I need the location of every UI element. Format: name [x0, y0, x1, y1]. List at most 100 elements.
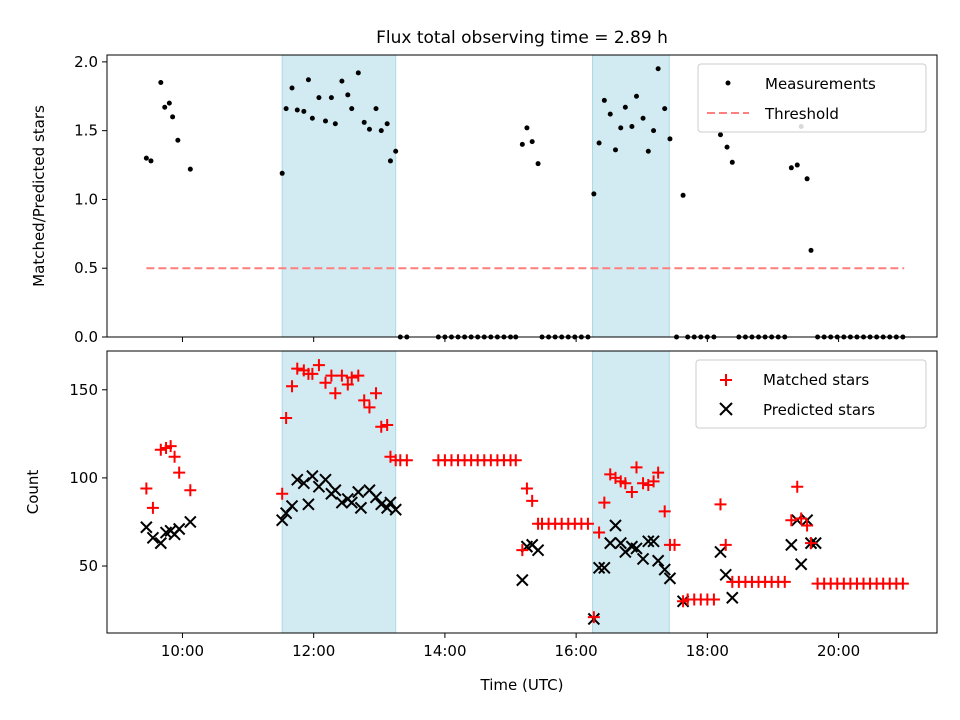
matched-point-2 — [154, 443, 167, 456]
predicted-point-33 — [531, 543, 545, 557]
predicted-point-16 — [319, 473, 332, 486]
measurement-point-3 — [162, 104, 168, 110]
matched-point-78 — [707, 593, 720, 606]
top-y-axis: 0.0 0.5 1.0 1.5 2.0 — [74, 53, 107, 346]
measurement-point-48 — [535, 161, 541, 167]
matched-point-79 — [714, 498, 727, 511]
measurement-point-14 — [309, 115, 315, 121]
top-y-tick-label-1: 0.5 — [74, 259, 98, 277]
x-tick-label-1: 12:00 — [292, 642, 335, 660]
measurement-point-81 — [729, 159, 735, 165]
measurement-point-59 — [601, 97, 607, 103]
top-y-tick-label-2: 1.0 — [74, 190, 98, 208]
matched-point-18 — [329, 387, 342, 400]
matched-point-63 — [619, 477, 632, 490]
matched-point-44 — [509, 454, 522, 467]
matched-point-59 — [598, 496, 611, 509]
predicted-point-10 — [285, 499, 299, 513]
predicted-point-38 — [609, 519, 622, 532]
measurement-point-68 — [651, 128, 657, 134]
matched-point-19 — [335, 369, 348, 382]
measurement-point-17 — [328, 95, 334, 101]
shaded-interval-1 — [592, 54, 670, 338]
measurement-point-80 — [724, 144, 730, 150]
predicted-point-35 — [592, 561, 606, 574]
predicted-point-48 — [663, 572, 677, 585]
measurement-point-61 — [612, 147, 618, 153]
measurement-point-65 — [633, 93, 639, 99]
predicted-point-14 — [306, 469, 319, 483]
matched-point-108 — [896, 577, 909, 590]
measurement-point-7 — [187, 166, 193, 172]
measurement-point-69 — [655, 66, 661, 72]
matched-point-58 — [593, 526, 606, 539]
predicted-point-11 — [291, 473, 304, 486]
predicted-point-53 — [785, 538, 798, 552]
predicted-point-13 — [302, 498, 315, 511]
predicted-point-50 — [714, 545, 727, 559]
measurement-point-25 — [373, 106, 379, 112]
measurement-point-12 — [301, 108, 307, 114]
matched-point-94 — [805, 537, 818, 550]
matched-point-23 — [358, 394, 371, 407]
predicted-point-12 — [297, 476, 311, 490]
matched-point-24 — [363, 401, 376, 414]
measurement-point-18 — [332, 121, 338, 127]
matched-point-5 — [168, 450, 181, 463]
matched-point-47 — [526, 494, 539, 507]
measurement-point-94 — [808, 247, 814, 253]
measurement-point-5 — [170, 114, 176, 120]
bottom-plot-frame — [106, 350, 938, 634]
matched-point-72 — [668, 538, 681, 551]
legend-matched-label: Matched stars — [763, 371, 869, 389]
measurement-point-28 — [387, 158, 393, 164]
measurement-point-26 — [378, 128, 384, 134]
legend-predicted-label: Predicted stars — [763, 401, 875, 419]
predicted-point-25 — [369, 491, 383, 504]
matched-point-7 — [184, 484, 197, 497]
matched-point-15 — [312, 359, 325, 372]
matched-point-8 — [276, 487, 289, 500]
predicted-point-55 — [794, 558, 808, 571]
measurement-point-27 — [384, 121, 390, 127]
top-legend-box — [697, 63, 927, 133]
matched-point-6 — [173, 466, 186, 479]
matched-point-31 — [400, 454, 413, 467]
predicted-point-8 — [275, 513, 289, 527]
measurement-point-22 — [355, 70, 361, 76]
measurement-point-66 — [640, 115, 646, 121]
measurement-point-9 — [283, 106, 289, 112]
measurement-point-29 — [393, 148, 399, 154]
top-legend: Measurements Threshold — [697, 63, 927, 133]
matched-point-20 — [341, 378, 354, 391]
measurement-point-93 — [804, 176, 810, 182]
matched-point-93 — [801, 519, 814, 532]
measurement-point-70 — [662, 106, 668, 112]
measurement-point-23 — [361, 119, 367, 125]
x-tick-label-3: 16:00 — [555, 642, 598, 660]
bottom-legend-box — [695, 359, 927, 429]
matched-point-69 — [652, 466, 665, 479]
matched-point-9 — [280, 411, 293, 424]
measurement-point-16 — [322, 118, 328, 124]
measurement-point-0 — [143, 155, 149, 161]
measurement-point-6 — [175, 137, 181, 143]
measurement-point-2 — [158, 80, 164, 86]
predicted-point-52 — [726, 591, 739, 604]
measurement-point-71 — [667, 136, 673, 142]
measurement-point-11 — [294, 107, 300, 113]
measurement-point-19 — [339, 78, 345, 84]
matched-point-1 — [146, 501, 159, 514]
bottom-legend: Matched stars Predicted stars — [695, 359, 927, 429]
measurement-point-21 — [349, 106, 355, 112]
matched-point-16 — [319, 376, 332, 389]
measurement-point-4 — [166, 100, 172, 106]
matched-point-70 — [658, 505, 671, 518]
matched-point-21 — [345, 371, 358, 384]
measurement-point-91 — [794, 162, 800, 168]
measurement-point-60 — [607, 111, 613, 117]
legend-measurements-label: Measurements — [765, 75, 876, 93]
matched-point-91 — [791, 480, 804, 493]
